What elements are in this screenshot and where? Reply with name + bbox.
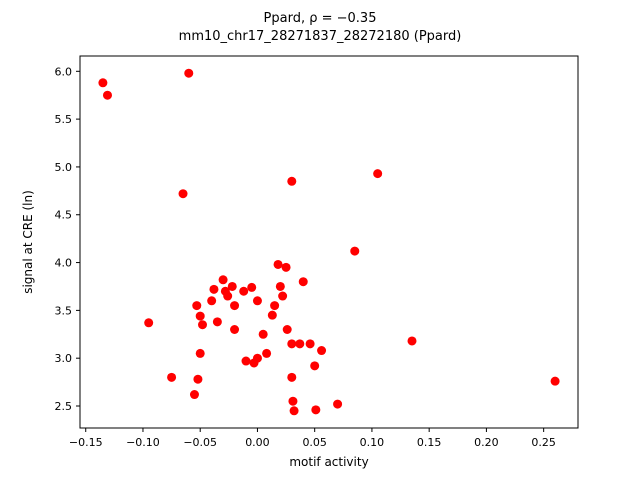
x-tick-label: −0.05 [183,436,217,449]
data-point [239,286,249,296]
y-tick-label: 2.5 [55,400,73,413]
x-tick-label: −0.10 [126,436,160,449]
data-point [317,346,327,356]
x-axis-label: motif activity [289,455,368,469]
chart-title-line1: Ppard, ρ = −0.35 [264,11,377,26]
data-point [223,291,233,301]
data-point [258,329,268,339]
data-point [192,301,202,311]
data-point [227,281,237,291]
data-point [184,68,194,78]
data-point [195,348,205,358]
data-point [189,390,199,400]
y-axis-label: signal at CRE (ln) [21,190,35,294]
data-point [252,353,262,363]
data-point [241,356,251,366]
x-tick-label: 0.20 [474,436,499,449]
data-point [282,325,292,334]
data-point [288,396,298,406]
data-point [193,374,203,384]
y-tick-label: 4.5 [55,209,73,222]
data-point [275,281,285,291]
data-point [407,336,417,346]
data-point [550,376,560,386]
data-point [287,372,297,382]
data-point [98,78,108,88]
x-tick-label: −0.15 [69,436,103,449]
data-point [230,325,240,334]
axes-frame [79,55,579,429]
data-point [218,275,228,285]
data-point [267,310,277,320]
x-tick-label: 0.25 [531,436,556,449]
data-point [144,318,154,328]
data-point [198,320,207,330]
data-points [98,68,560,416]
data-point [287,176,297,186]
data-point [195,311,205,321]
y-tick-label: 6.0 [55,65,73,78]
data-point [230,301,240,311]
data-point [295,339,305,349]
data-point [333,399,343,409]
data-point [310,361,320,371]
y-tick-label: 3.0 [55,352,73,365]
data-point [278,291,288,301]
data-point [311,405,321,415]
y-tick-label: 3.5 [55,304,73,317]
data-point [273,259,283,269]
data-point [207,296,217,306]
data-point [350,246,360,256]
data-point [167,372,177,382]
y-axis-ticks: 2.5 3.0 3.5 4.0 4.5 5.0 5.5 6.0 [55,65,80,413]
y-tick-label: 4.0 [55,257,73,270]
data-point [209,284,219,294]
y-tick-label: 5.0 [55,161,73,174]
data-point [287,339,297,349]
data-point [305,339,315,349]
y-tick-label: 5.5 [55,113,73,126]
chart-title-line2: mm10_chr17_28271837_28272180 (Ppard) [179,29,462,44]
data-point [281,262,291,272]
x-tick-label: 0.10 [360,436,385,449]
x-tick-label: 0.00 [245,436,270,449]
x-tick-label: 0.15 [417,436,442,449]
data-point [252,296,262,306]
data-point [212,317,222,327]
data-point [262,348,272,358]
data-point [373,169,383,179]
x-axis-ticks: −0.15 −0.10 −0.05 0.00 0.05 0.10 0.15 0.20 0.25 [69,428,556,449]
data-point [298,277,308,287]
data-point [270,301,280,311]
data-point [289,406,299,416]
data-point [178,189,188,199]
x-tick-label: 0.05 [302,436,327,449]
data-point [102,90,112,100]
data-point [247,282,257,292]
